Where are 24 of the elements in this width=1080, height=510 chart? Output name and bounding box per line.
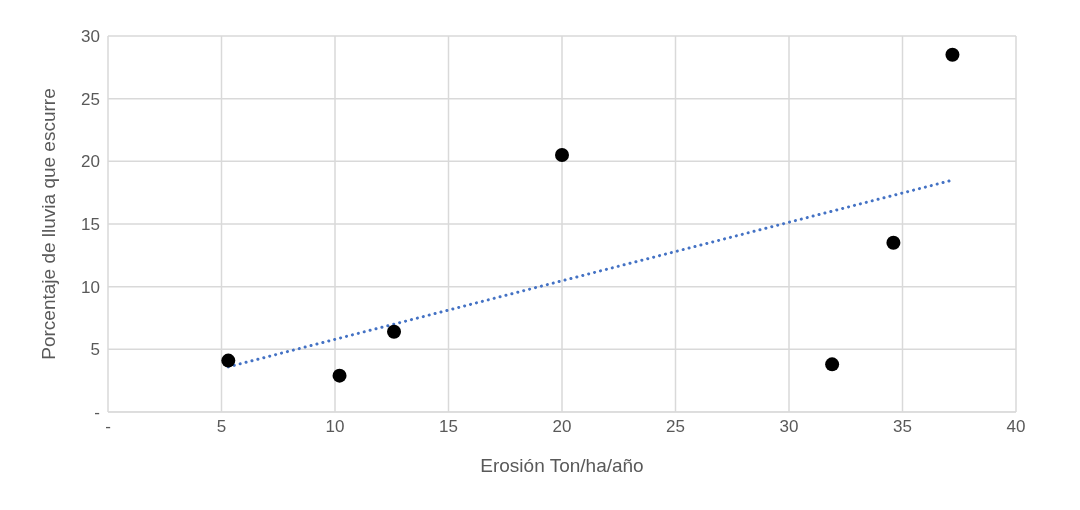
point — [886, 235, 901, 250]
x-tick-label: 10 — [325, 417, 345, 437]
x-tick-label: 30 — [779, 417, 799, 437]
point — [825, 357, 840, 372]
x-axis-title: Erosión Ton/ha/año — [480, 455, 644, 476]
y-axis-title: Porcentaje de lluvia que escurre — [37, 88, 59, 360]
point — [221, 353, 236, 368]
y-tick-label: 15 — [81, 215, 100, 235]
point — [945, 47, 960, 62]
point — [332, 368, 347, 383]
point — [387, 324, 402, 339]
point — [555, 148, 569, 163]
y-tick-label: - — [94, 403, 100, 423]
x-tick-label: 35 — [893, 417, 912, 437]
y-tick-label: 20 — [81, 152, 100, 172]
x-tick-label: 25 — [666, 417, 685, 437]
y-tick-label: 10 — [81, 277, 100, 297]
y-tick-label: 5 — [90, 340, 100, 360]
x-tick-label: 5 — [216, 417, 227, 437]
y-tick-label: 30 — [81, 27, 100, 47]
x-tick-label: 40 — [1006, 417, 1026, 437]
x-tick-label: 20 — [552, 417, 572, 437]
y-tick-label: 25 — [81, 89, 100, 109]
x-tick-label: 15 — [439, 417, 458, 437]
